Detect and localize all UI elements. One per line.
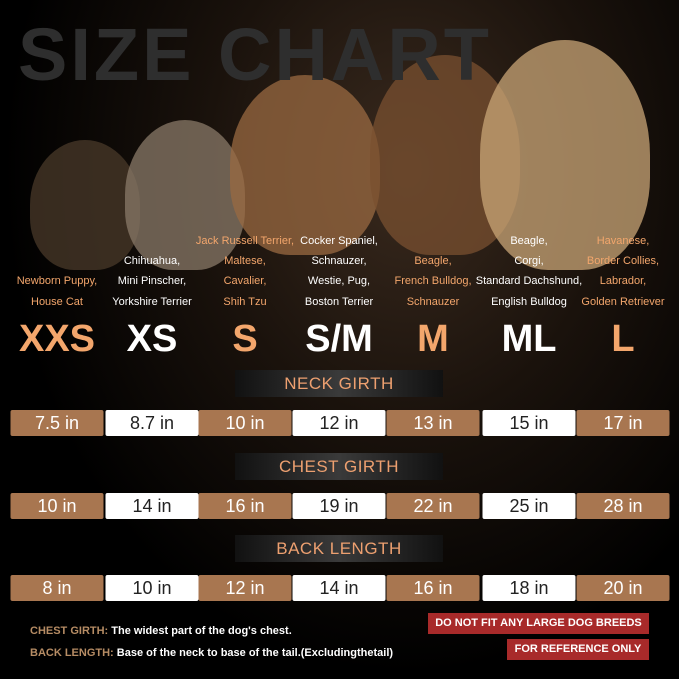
- size-label: ML: [501, 318, 557, 360]
- neck-value: 15 in: [482, 410, 576, 436]
- large-breed-warning: DO NOT FIT ANY LARGE DOG BREEDS: [428, 613, 649, 634]
- neck-value: 8.7 in: [105, 410, 199, 436]
- back-length-header: BACK LENGTH: [235, 535, 443, 562]
- breed-name: Border Collies,: [586, 255, 660, 268]
- breed-name: Shih Tzu: [223, 295, 267, 308]
- chest-value: 19 in: [292, 493, 386, 519]
- breed-name: Jack Russell Terrier,: [195, 234, 295, 247]
- breed-name: English Bulldog: [491, 295, 567, 308]
- breed-list: Newborn Puppy, House Cat: [2, 230, 112, 312]
- breed-list: Cocker Spaniel, Schnauzer, Westie, Pug, Bos…: [284, 230, 394, 312]
- dog-image: [30, 140, 140, 270]
- size-chart-title: SIZE CHART: [18, 13, 492, 96]
- back-value: 12 in: [198, 575, 292, 601]
- neck-value: 12 in: [292, 410, 386, 436]
- back-value: 16 in: [386, 575, 480, 601]
- back-value: 8 in: [10, 575, 104, 601]
- chest-girth-note: CHEST GIRTH: The widest part of the dog'…: [30, 625, 292, 637]
- back-value: 18 in: [482, 575, 576, 601]
- breed-name: Westie, Pug,: [307, 275, 371, 288]
- size-label: S: [232, 318, 258, 360]
- neck-girth-header: NECK GIRTH: [235, 370, 443, 397]
- breed-name: Yorkshire Terrier: [112, 295, 192, 308]
- neck-value: 7.5 in: [10, 410, 104, 436]
- note-text: The widest part of the dog's chest.: [111, 625, 292, 637]
- breed-name: Corgi,: [514, 255, 544, 268]
- breed-list: Havanese, Border Collies, Labrador, Golden …: [568, 230, 678, 312]
- back-value: 10 in: [105, 575, 199, 601]
- size-label: XXS: [18, 318, 96, 360]
- breed-name: Cavalier,: [223, 275, 267, 288]
- neck-value: 13 in: [386, 410, 480, 436]
- neck-value: 10 in: [198, 410, 292, 436]
- back-value: 14 in: [292, 575, 386, 601]
- breed-list: Beagle, French Bulldog, Schnauzer: [378, 230, 488, 312]
- chest-value: 28 in: [576, 493, 670, 519]
- breed-name: Schnauzer,: [311, 255, 367, 268]
- dog-image: [125, 120, 245, 270]
- breed-name: House Cat: [31, 295, 83, 308]
- size-label: XS: [126, 318, 178, 360]
- breed-name: Schnauzer: [406, 295, 460, 308]
- note-label: BACK LENGTH:: [30, 647, 114, 659]
- size-label: L: [611, 318, 635, 360]
- chest-value: 16 in: [198, 493, 292, 519]
- chest-value: 10 in: [10, 493, 104, 519]
- breed-name: Havanese,: [596, 234, 650, 247]
- dog-image: [230, 75, 380, 255]
- breed-name: Chihuahua,: [123, 255, 181, 268]
- note-text: Base of the neck to base of the tail.(Ex…: [116, 647, 394, 659]
- breed-name: Newborn Puppy,: [16, 275, 98, 288]
- breed-name: French Bulldog,: [394, 275, 472, 288]
- chest-girth-header: CHEST GIRTH: [235, 453, 443, 480]
- chest-value: 22 in: [386, 493, 480, 519]
- note-label: CHEST GIRTH:: [30, 625, 109, 637]
- size-label: M: [417, 318, 449, 360]
- breed-name: Labrador,: [599, 275, 647, 288]
- breed-name: Beagle,: [510, 234, 548, 247]
- breed-name: Mini Pinscher,: [117, 275, 187, 288]
- breed-list: Beagle, Corgi, Standard Dachshund, English …: [474, 230, 584, 312]
- back-value: 20 in: [576, 575, 670, 601]
- breed-name: Maltese,: [224, 255, 266, 268]
- breed-name: Standard Dachshund,: [475, 275, 583, 288]
- chest-value: 25 in: [482, 493, 576, 519]
- breed-name: Golden Retriever: [581, 295, 665, 308]
- size-label: S/M: [305, 318, 373, 360]
- back-length-note: BACK LENGTH: Base of the neck to base of…: [30, 647, 393, 659]
- breed-name: Beagle,: [414, 255, 452, 268]
- neck-value: 17 in: [576, 410, 670, 436]
- breed-list: Jack Russell Terrier, Maltese, Cavalier, Sh…: [190, 230, 300, 312]
- dog-image: [480, 40, 650, 270]
- breed-name: Boston Terrier: [304, 295, 374, 308]
- reference-only-warning: FOR REFERENCE ONLY: [507, 639, 649, 660]
- chest-value: 14 in: [105, 493, 199, 519]
- breed-list: Chihuahua, Mini Pinscher, Yorkshire Terrie…: [97, 230, 207, 312]
- breed-name: Cocker Spaniel,: [300, 234, 378, 247]
